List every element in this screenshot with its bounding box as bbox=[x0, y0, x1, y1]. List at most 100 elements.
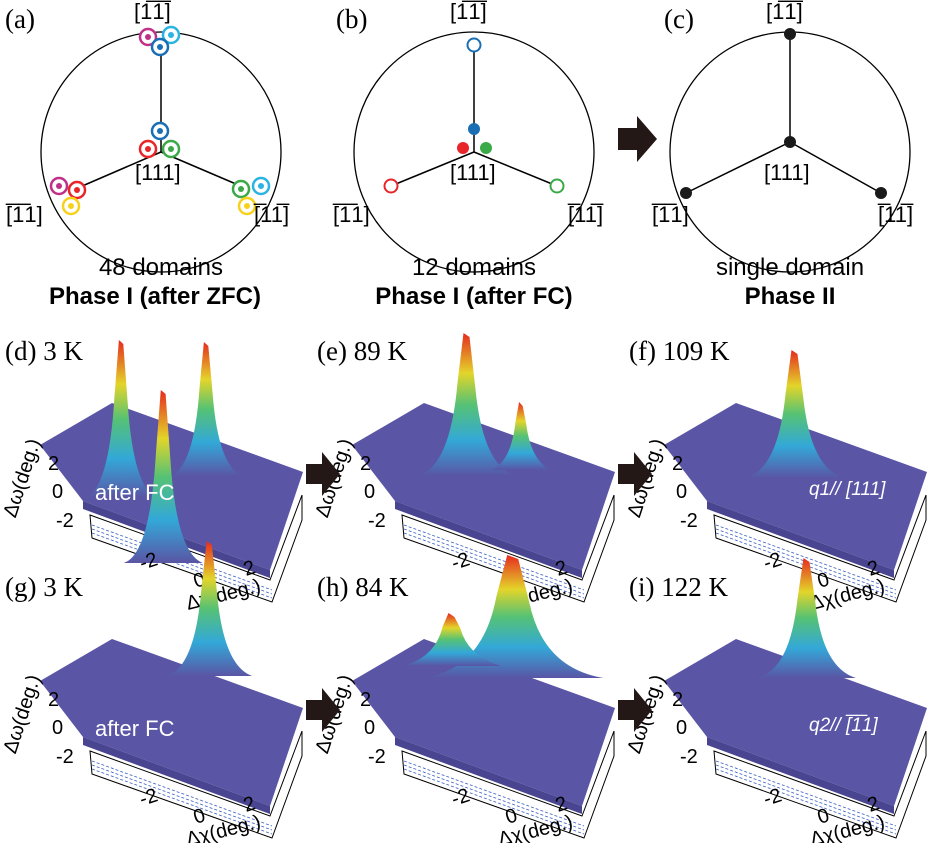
subcaption: Phase I (after ZFC) bbox=[49, 283, 261, 310]
surface-plane bbox=[40, 639, 303, 806]
x-tick-label: -2 bbox=[761, 784, 785, 810]
surface-edge bbox=[395, 737, 582, 814]
panel-note: q1// [111] bbox=[809, 479, 886, 500]
arrow-icon bbox=[618, 688, 652, 732]
domain-markers bbox=[680, 28, 887, 199]
direction-label-right: [̅11̅] bbox=[877, 202, 914, 227]
caption: 12 domains bbox=[412, 254, 536, 281]
y-tick-label: 2 bbox=[672, 453, 683, 475]
domain-markers bbox=[383, 37, 565, 194]
y-tick-label: 2 bbox=[672, 689, 683, 711]
surface-edge bbox=[83, 737, 270, 814]
surface-edge bbox=[707, 737, 894, 814]
x-tick-label: -2 bbox=[761, 548, 785, 574]
axis-line bbox=[789, 141, 882, 194]
panel-a: (a) [1̅1̅] [111] [̅1̅1] [̅11̅] 48 domain… bbox=[5, 0, 290, 310]
panel-note: after FC bbox=[95, 716, 175, 741]
intensity-peak bbox=[417, 333, 516, 476]
direction-label-left: [̅1̅1] bbox=[332, 202, 370, 227]
panel-c: (c) [1̅1̅] [111] [̅1̅1] [̅11̅] single do… bbox=[651, 0, 914, 310]
direction-label-top: [1̅1̅] bbox=[134, 0, 172, 24]
y-tick-label: 0 bbox=[52, 717, 63, 739]
y-tick-label: -2 bbox=[680, 510, 698, 532]
direction-label-right: [̅11̅] bbox=[567, 202, 604, 227]
y-tick-label: 0 bbox=[364, 717, 375, 739]
panel-label: (i) 122 K bbox=[629, 572, 728, 602]
y-tick-label: -2 bbox=[56, 746, 74, 768]
panel-label: (f) 109 K bbox=[629, 336, 730, 366]
y-tick-label: 2 bbox=[360, 453, 371, 475]
plot-floor bbox=[713, 730, 927, 839]
direction-label-left: [̅1̅1] bbox=[651, 202, 689, 227]
y-tick-label: 2 bbox=[48, 689, 59, 711]
stereogram-circle bbox=[353, 31, 595, 273]
axis-line bbox=[685, 141, 791, 194]
x-tick-label: -2 bbox=[449, 784, 473, 810]
domain-markers bbox=[49, 25, 271, 216]
panel-label: (a) bbox=[5, 4, 35, 34]
intensity-peak bbox=[166, 541, 253, 676]
intensity-peak bbox=[491, 402, 551, 470]
panel-label: (h) 84 K bbox=[317, 572, 409, 602]
x-tick-label: -2 bbox=[137, 784, 161, 810]
panel-label: (d) 3 K bbox=[5, 336, 83, 366]
direction-label-center: [111] bbox=[764, 160, 810, 185]
panel-label: (g) 3 K bbox=[5, 572, 83, 602]
intensity-peak bbox=[123, 390, 203, 563]
intensity-peak bbox=[84, 340, 158, 498]
panel-label: (e) 89 K bbox=[317, 336, 407, 366]
intensity-peak bbox=[402, 613, 501, 666]
surface-edge bbox=[707, 501, 894, 578]
direction-label-right: [̅11̅] bbox=[253, 202, 290, 227]
subcaption: Phase I (after FC) bbox=[375, 283, 572, 310]
plot-floor bbox=[89, 494, 303, 603]
direction-label-center: [111] bbox=[135, 160, 181, 185]
intensity-peak bbox=[422, 555, 604, 678]
intensity-peak bbox=[757, 558, 856, 678]
panel-label: (b) bbox=[336, 4, 367, 34]
subcaption: Phase II bbox=[745, 283, 836, 310]
y-tick-label: 0 bbox=[52, 481, 63, 503]
plot-floor bbox=[401, 730, 615, 839]
caption: single domain bbox=[716, 254, 864, 281]
surface-edge bbox=[395, 501, 582, 578]
surface-plane bbox=[664, 403, 927, 570]
x-tick-label: -2 bbox=[449, 548, 473, 574]
direction-label-top: [1̅1̅] bbox=[766, 0, 804, 24]
panel-b: (b) [1̅1̅] [111] [̅1̅1] [̅11̅] 12 domain… bbox=[332, 0, 604, 310]
axis-line bbox=[473, 151, 558, 187]
arrow-icon bbox=[306, 688, 340, 732]
arrow-icon bbox=[306, 452, 340, 496]
plot-floor bbox=[89, 730, 303, 839]
direction-label-center: [111] bbox=[450, 160, 496, 185]
arrow-icon bbox=[618, 116, 657, 162]
y-tick-label: 0 bbox=[364, 481, 375, 503]
y-tick-label: 0 bbox=[676, 717, 687, 739]
y-tick-label: -2 bbox=[368, 510, 386, 532]
surface-plane bbox=[664, 639, 927, 806]
y-axis-label: Δω(deg.) bbox=[0, 672, 45, 756]
direction-label-left: [̅1̅1] bbox=[5, 202, 43, 227]
plot-floor bbox=[401, 494, 615, 603]
x-tick-label: -2 bbox=[137, 548, 161, 574]
y-axis-label: Δω(deg.) bbox=[0, 436, 45, 520]
panel-label: (c) bbox=[664, 4, 694, 34]
surface-plane bbox=[352, 403, 615, 570]
y-tick-label: 2 bbox=[360, 689, 371, 711]
panel-note: after FC bbox=[95, 480, 175, 505]
intensity-peak bbox=[745, 350, 844, 478]
y-tick-label: -2 bbox=[56, 510, 74, 532]
surface-plane bbox=[352, 639, 615, 806]
y-tick-label: -2 bbox=[368, 746, 386, 768]
plot-floor bbox=[713, 494, 927, 603]
stereogram-circle bbox=[40, 31, 282, 273]
y-tick-label: 0 bbox=[676, 481, 687, 503]
y-tick-label: 2 bbox=[48, 453, 59, 475]
y-tick-label: -2 bbox=[680, 746, 698, 768]
